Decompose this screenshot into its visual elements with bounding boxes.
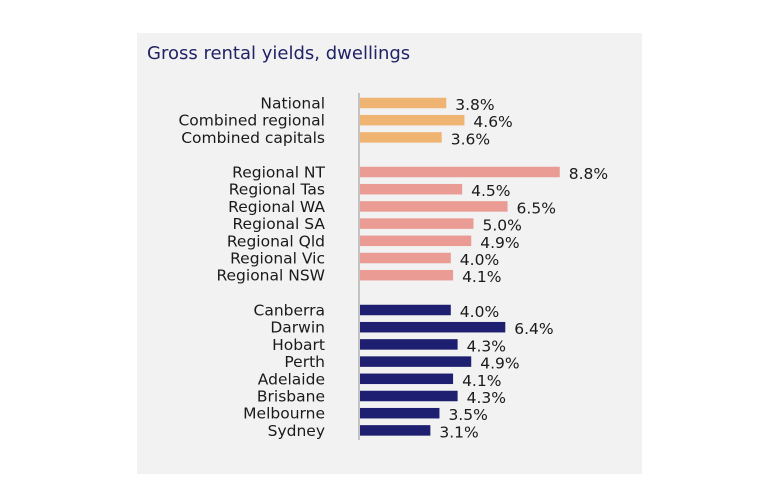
value-label-regional-nsw: 4.1% bbox=[462, 268, 501, 286]
bar-hobart bbox=[360, 339, 458, 350]
value-label-adelaide: 4.1% bbox=[462, 372, 501, 390]
bar-perth bbox=[360, 356, 472, 367]
value-label-regional-tas: 4.5% bbox=[471, 182, 510, 200]
bar-regional-sa bbox=[360, 218, 474, 229]
bar-adelaide bbox=[360, 373, 454, 385]
value-label-melbourne: 3.5% bbox=[448, 406, 487, 424]
value-label-sydney: 3.1% bbox=[439, 423, 478, 441]
category-label-perth: Perth bbox=[284, 353, 325, 371]
category-label-canberra: Canberra bbox=[254, 302, 326, 320]
bar-brisbane bbox=[360, 390, 458, 402]
category-label-combined-capitals: Combined capitals bbox=[181, 129, 325, 147]
bar-melbourne bbox=[360, 407, 440, 419]
value-label-regional-vic: 4.0% bbox=[460, 251, 499, 269]
bar-regional-qld bbox=[360, 235, 472, 247]
bar-darwin bbox=[360, 321, 506, 333]
bar-regional-wa bbox=[360, 201, 508, 212]
category-label-regional-sa: Regional SA bbox=[232, 215, 325, 233]
value-label-brisbane: 4.3% bbox=[467, 389, 506, 407]
category-label-combined-regional: Combined regional bbox=[178, 112, 325, 130]
category-label-brisbane: Brisbane bbox=[257, 388, 325, 406]
value-label-canberra: 4.0% bbox=[460, 303, 499, 321]
value-label-darwin: 6.4% bbox=[514, 320, 553, 338]
category-label-regional-tas: Regional Tas bbox=[229, 181, 325, 199]
value-label-regional-qld: 4.9% bbox=[480, 234, 519, 252]
category-label-darwin: Darwin bbox=[270, 319, 325, 337]
value-label-regional-wa: 6.5% bbox=[517, 199, 556, 217]
value-label-regional-sa: 5.0% bbox=[483, 217, 522, 235]
category-label-regional-nt: Regional NT bbox=[232, 164, 325, 182]
bar-combined-capitals bbox=[360, 132, 442, 143]
category-label-regional-nsw: Regional NSW bbox=[216, 267, 325, 285]
chart-title: Gross rental yields, dwellings bbox=[147, 43, 411, 64]
bar-regional-nsw bbox=[360, 269, 454, 281]
category-label-regional-qld: Regional Qld bbox=[227, 232, 325, 250]
bar-regional-tas bbox=[360, 183, 463, 195]
bar-regional-nt bbox=[360, 166, 560, 178]
category-label-adelaide: Adelaide bbox=[258, 370, 325, 388]
value-label-combined-regional: 4.6% bbox=[473, 113, 512, 131]
category-label-melbourne: Melbourne bbox=[243, 405, 325, 423]
category-label-regional-vic: Regional Vic bbox=[230, 250, 325, 268]
value-label-perth: 4.9% bbox=[480, 355, 519, 373]
category-label-regional-wa: Regional WA bbox=[228, 198, 325, 216]
bar-sydney bbox=[360, 425, 431, 436]
category-label-sydney: Sydney bbox=[268, 422, 325, 440]
bar-canberra bbox=[360, 304, 451, 316]
bar-combined-regional bbox=[360, 114, 465, 126]
category-label-national: National bbox=[260, 95, 325, 113]
bar-national bbox=[360, 97, 447, 109]
value-label-combined-capitals: 3.6% bbox=[451, 130, 490, 148]
value-label-national: 3.8% bbox=[455, 96, 494, 114]
category-label-hobart: Hobart bbox=[272, 336, 325, 354]
bar-regional-vic bbox=[360, 252, 451, 264]
value-label-regional-nt: 8.8% bbox=[569, 165, 608, 183]
value-label-hobart: 4.3% bbox=[467, 337, 506, 355]
